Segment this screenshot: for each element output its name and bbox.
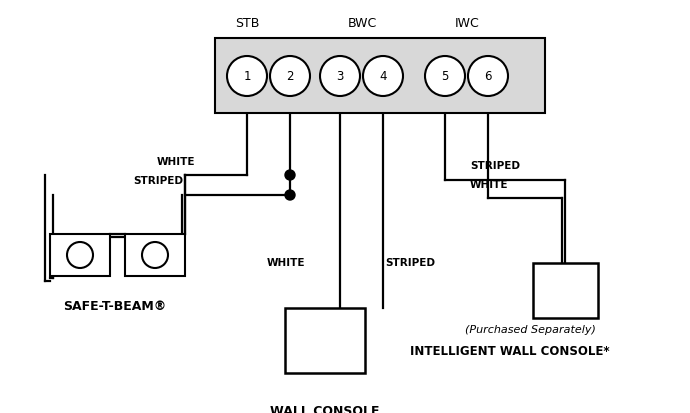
Ellipse shape — [363, 56, 403, 96]
Text: 4: 4 — [380, 69, 387, 83]
Ellipse shape — [227, 56, 267, 96]
Text: 2: 2 — [286, 69, 294, 83]
Bar — [50, 234, 110, 276]
Text: STRIPED: STRIPED — [470, 161, 520, 171]
Text: INTELLIGENT WALL CONSOLE*: INTELLIGENT WALL CONSOLE* — [410, 345, 610, 358]
Ellipse shape — [468, 56, 508, 96]
Text: SAFE-T-BEAM®: SAFE-T-BEAM® — [63, 300, 166, 313]
Text: WHITE: WHITE — [266, 258, 305, 268]
Text: 3: 3 — [336, 69, 344, 83]
Text: IWC: IWC — [455, 17, 480, 30]
Bar — [285, 308, 365, 373]
Text: 1: 1 — [244, 69, 250, 83]
Text: 5: 5 — [442, 69, 448, 83]
Text: (Purchased Separately): (Purchased Separately) — [464, 325, 595, 335]
Text: STRIPED: STRIPED — [385, 258, 435, 268]
Text: BWC: BWC — [347, 17, 377, 30]
Ellipse shape — [142, 242, 168, 268]
Ellipse shape — [425, 56, 465, 96]
Bar — [215, 38, 545, 113]
Circle shape — [285, 190, 295, 200]
Text: STRIPED: STRIPED — [133, 176, 183, 186]
Text: WHITE: WHITE — [470, 180, 509, 190]
Text: WALL CONSOLE: WALL CONSOLE — [270, 405, 380, 413]
Text: STB: STB — [235, 17, 259, 30]
Ellipse shape — [67, 242, 93, 268]
Bar — [533, 263, 598, 318]
Text: 6: 6 — [484, 69, 492, 83]
Ellipse shape — [270, 56, 310, 96]
Bar — [125, 234, 185, 276]
Text: WHITE: WHITE — [157, 157, 195, 167]
Circle shape — [285, 170, 295, 180]
Ellipse shape — [320, 56, 360, 96]
